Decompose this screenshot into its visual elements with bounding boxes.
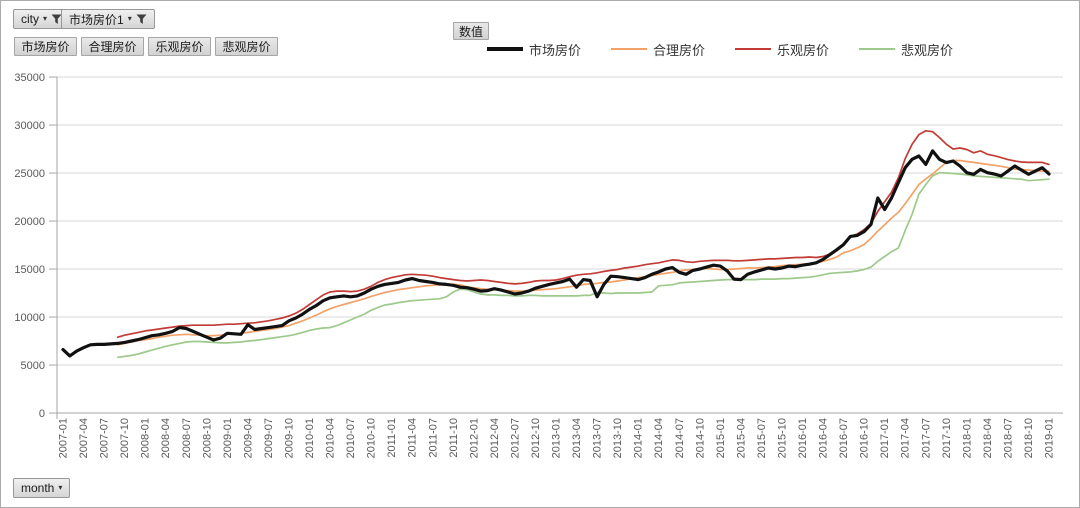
- chevron-down-icon: ▾: [127, 14, 132, 23]
- x-tick-label: 2009-04: [242, 418, 254, 458]
- x-tick-label: 2011-04: [407, 418, 419, 458]
- series-button-optimistic-price[interactable]: 乐观房价: [148, 37, 211, 56]
- x-tick-label: 2009-07: [263, 418, 275, 458]
- y-tick-label: 10000: [14, 312, 45, 324]
- x-tick-label: 2018-01: [961, 418, 973, 458]
- value-field-filter-button[interactable]: 市场房价1 ▾: [61, 9, 155, 29]
- series-button-pessimistic-price[interactable]: 悲观房价: [215, 37, 278, 56]
- x-tick-label: 2008-10: [201, 418, 213, 458]
- legend-label: 悲观房价: [901, 42, 954, 58]
- x-tick-label: 2017-10: [941, 418, 953, 458]
- y-tick-label: 35000: [14, 72, 45, 84]
- x-tick-label: 2014-04: [653, 418, 665, 458]
- x-tick-label: 2017-04: [900, 418, 912, 458]
- legend-swatch: [735, 48, 772, 50]
- chart-legend: 市场房价 合理房价 乐观房价 悲观房价: [487, 39, 953, 59]
- x-tick-label: 2013-07: [592, 418, 604, 458]
- x-tick-label: 2015-10: [776, 418, 788, 458]
- x-tick-label: 2015-01: [715, 418, 727, 458]
- x-tick-label: 2014-01: [633, 418, 645, 458]
- legend-label: 市场房价: [529, 42, 582, 58]
- x-tick-label: 2010-04: [325, 418, 337, 458]
- chevron-down-icon: ▾: [58, 483, 63, 492]
- x-tick-label: 2013-01: [551, 418, 563, 458]
- series-line-乐观房价[interactable]: [116, 129, 1050, 339]
- x-tick-label: 2016-07: [838, 418, 850, 458]
- chevron-down-icon: ▾: [43, 14, 48, 23]
- legend-swatch: [487, 47, 523, 51]
- legend-swatch: [859, 48, 896, 50]
- series-line-市场房价[interactable]: [61, 149, 1051, 358]
- x-tick-label: 2016-04: [818, 418, 830, 458]
- x-tick-label: 2010-01: [304, 418, 316, 458]
- x-tick-label: 2014-10: [694, 418, 706, 458]
- x-tick-label: 2011-10: [448, 418, 460, 458]
- x-tick-label: 2014-07: [674, 418, 686, 458]
- filter-funnel-icon: [51, 14, 62, 24]
- y-tick-label: 25000: [14, 168, 45, 180]
- x-tick-label: 2017-07: [920, 418, 932, 458]
- month-axis-field-label: month: [21, 481, 55, 495]
- x-tick-label: 2007-07: [99, 418, 111, 458]
- x-tick-label: 2015-07: [756, 418, 768, 458]
- x-tick-label: 2018-07: [1002, 418, 1014, 458]
- series-button-market-price[interactable]: 市场房价: [14, 37, 77, 56]
- series-line-悲观房价[interactable]: [116, 171, 1050, 359]
- x-tick-label: 2011-07: [427, 418, 439, 458]
- legend-item-乐观房价[interactable]: 乐观房价: [735, 40, 829, 59]
- y-tick-label: 0: [39, 408, 45, 420]
- x-tick-label: 2010-10: [366, 418, 378, 458]
- y-tick-label: 30000: [14, 120, 45, 132]
- x-tick-label: 2007-01: [58, 418, 70, 458]
- series-button-reasonable-price[interactable]: 合理房价: [81, 37, 144, 56]
- y-tick-label: 15000: [14, 264, 45, 276]
- x-tick-label: 2016-10: [859, 418, 871, 458]
- x-tick-label: 2012-07: [509, 418, 521, 458]
- x-tick-label: 2012-04: [489, 418, 501, 458]
- x-tick-label: 2015-04: [735, 418, 747, 458]
- x-tick-label: 2013-04: [571, 418, 583, 458]
- x-tick-label: 2007-04: [78, 418, 90, 458]
- legend-item-合理房价[interactable]: 合理房价: [611, 40, 705, 59]
- values-field-button[interactable]: 数值: [453, 22, 490, 40]
- x-tick-label: 2008-04: [160, 418, 172, 458]
- x-tick-label: 2017-01: [879, 418, 891, 458]
- x-tick-label: 2013-10: [612, 418, 624, 458]
- month-axis-field-button[interactable]: month ▾: [13, 478, 71, 498]
- x-tick-label: 2012-01: [468, 418, 480, 458]
- city-filter-label: city: [21, 12, 39, 26]
- legend-item-悲观房价[interactable]: 悲观房价: [859, 40, 953, 59]
- value-field-label: 市场房价1: [69, 12, 124, 27]
- x-tick-label: 2008-01: [140, 418, 152, 458]
- legend-label: 乐观房价: [777, 42, 830, 58]
- x-tick-label: 2011-01: [386, 418, 398, 458]
- x-tick-label: 2008-07: [181, 418, 193, 458]
- y-tick-label: 20000: [14, 216, 45, 228]
- filter-funnel-icon: [136, 14, 147, 24]
- x-tick-label: 2018-10: [1023, 418, 1035, 458]
- legend-item-市场房价[interactable]: 市场房价: [487, 40, 581, 59]
- x-tick-label: 2009-10: [283, 418, 295, 458]
- x-tick-label: 2016-01: [797, 418, 809, 458]
- legend-swatch: [611, 48, 648, 50]
- x-tick-label: 2009-01: [222, 418, 234, 458]
- y-tick-label: 5000: [21, 360, 45, 372]
- x-tick-label: 2007-10: [119, 418, 131, 458]
- x-tick-label: 2019-01: [1044, 418, 1056, 458]
- x-tick-label: 2012-10: [530, 418, 542, 458]
- series-line-合理房价[interactable]: [116, 159, 1050, 346]
- x-tick-label: 2010-07: [345, 418, 357, 458]
- legend-label: 合理房价: [653, 42, 706, 58]
- x-tick-label: 2018-04: [982, 418, 994, 458]
